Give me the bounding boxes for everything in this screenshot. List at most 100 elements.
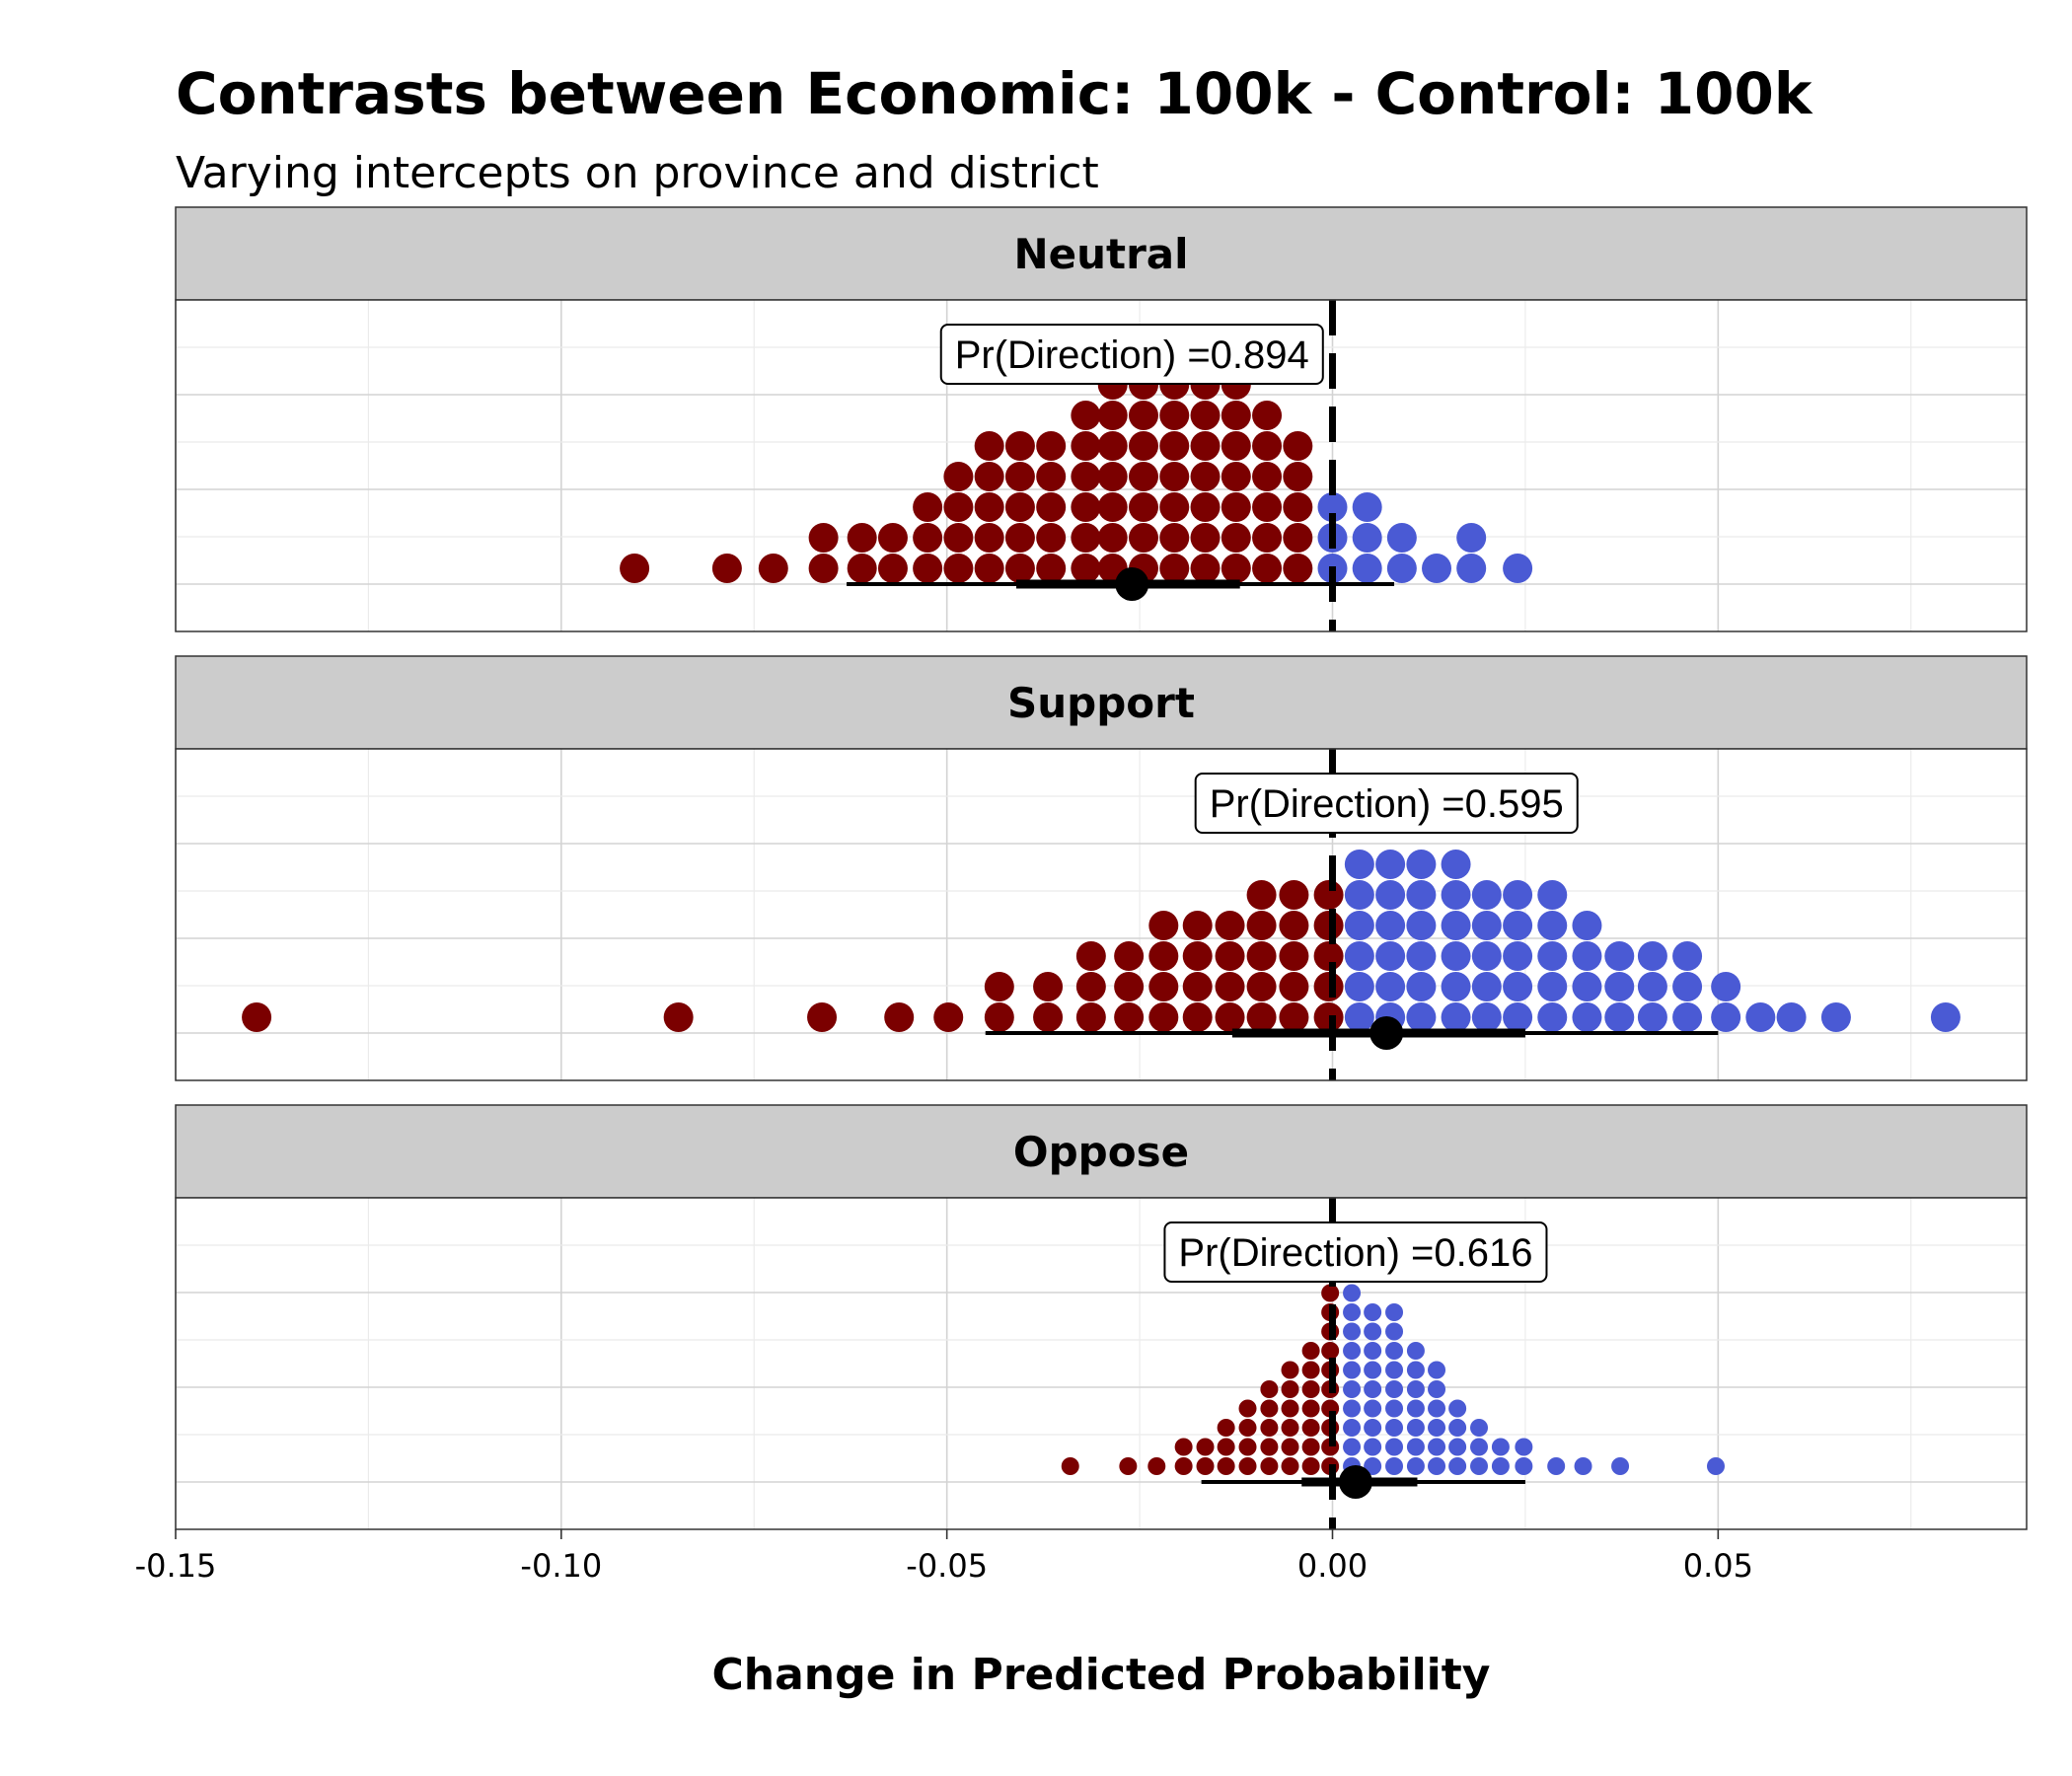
- draw-dot: [1283, 462, 1313, 491]
- draw-dot: [1537, 972, 1568, 1001]
- draw-dot: [1537, 1002, 1568, 1032]
- draw-dot: [1441, 941, 1471, 971]
- draw-dot: [1537, 941, 1568, 971]
- draw-dot: [1128, 492, 1158, 522]
- chart-subtitle: Varying intercepts on province and distr…: [176, 148, 1099, 198]
- draw-dot: [1375, 850, 1406, 879]
- draw-dot: [1406, 1419, 1425, 1437]
- draw-dot: [1515, 1457, 1533, 1475]
- draw-dot: [1471, 880, 1502, 910]
- draw-dot: [1190, 431, 1221, 461]
- point-estimate: [1115, 567, 1149, 601]
- draw-dot: [1281, 1361, 1299, 1379]
- draw-dot: [1386, 523, 1417, 553]
- draw-dot: [1128, 462, 1158, 491]
- facet-strip-label: Oppose: [1013, 1128, 1189, 1176]
- draw-dot: [884, 1002, 915, 1032]
- draw-dot: [1317, 492, 1348, 522]
- facet-panel-support: Support Pr(Direction) =0.595: [175, 655, 2028, 1081]
- draw-dot: [1364, 1419, 1382, 1437]
- draw-dot: [1344, 972, 1374, 1001]
- draw-dot: [1033, 972, 1064, 1001]
- draw-dot: [620, 554, 650, 583]
- draw-dot: [1637, 941, 1667, 971]
- draw-dot: [1252, 462, 1283, 491]
- draw-dot: [1572, 1002, 1602, 1032]
- draw-dot: [1406, 880, 1437, 910]
- draw-dot: [1147, 1457, 1166, 1475]
- draw-dot: [1344, 1002, 1374, 1032]
- draw-dot: [1301, 1438, 1320, 1456]
- draw-dot: [1182, 911, 1213, 940]
- draw-dot: [1061, 1457, 1079, 1475]
- draw-dot: [974, 492, 1004, 522]
- draw-dot: [1221, 401, 1251, 430]
- draw-dot: [1217, 1419, 1235, 1437]
- draw-dot: [1071, 554, 1101, 583]
- draw-dot: [1190, 523, 1221, 553]
- draw-dot: [984, 1002, 1014, 1032]
- draw-dot: [1471, 941, 1502, 971]
- draw-dot: [1406, 1380, 1425, 1398]
- draw-dot: [1503, 880, 1533, 910]
- draw-dot: [1344, 880, 1374, 910]
- draw-dot: [1572, 972, 1602, 1001]
- draw-dot: [1375, 972, 1406, 1001]
- draw-dot: [1221, 462, 1251, 491]
- panel-border: [175, 299, 2028, 632]
- facet-panel-neutral: Neutral Pr(Direction) =0.894: [175, 206, 2028, 632]
- draw-dot: [1503, 972, 1533, 1001]
- draw-dot: [1281, 1419, 1299, 1437]
- draw-dot: [1385, 1342, 1404, 1360]
- draw-dot: [1776, 1002, 1807, 1032]
- draw-dot: [1428, 1438, 1446, 1456]
- draw-dot: [1071, 401, 1101, 430]
- draw-dot: [1547, 1457, 1566, 1475]
- draw-dot: [1441, 911, 1471, 940]
- draw-dot: [1128, 431, 1158, 461]
- draw-dot: [1375, 941, 1406, 971]
- draw-dot: [1313, 941, 1344, 971]
- draw-dot: [1321, 1284, 1340, 1302]
- facet-panels: Neutral Pr(Direction) =0.894 Support Pr(Dir…: [175, 206, 2028, 1530]
- draw-dot: [1745, 1002, 1776, 1032]
- draw-dot: [1406, 1399, 1425, 1418]
- draw-dot: [1215, 972, 1245, 1001]
- facet-strip: [175, 206, 2028, 301]
- draw-dot: [1174, 1438, 1193, 1456]
- draw-dot: [1672, 1002, 1703, 1032]
- draw-dot: [1301, 1342, 1320, 1360]
- panel-background: [176, 1198, 2027, 1529]
- chart-title: Contrasts between Economic: 100k - Contr…: [176, 60, 1813, 127]
- draw-dot: [1283, 523, 1313, 553]
- draw-dot: [1260, 1438, 1279, 1456]
- draw-dot: [1470, 1419, 1489, 1437]
- draw-dot: [1283, 492, 1313, 522]
- annotation-text: Pr(Direction) =0.595: [1210, 782, 1564, 826]
- draw-dot: [1036, 431, 1067, 461]
- draw-dot: [1406, 1457, 1425, 1475]
- x-tick-label: -0.05: [906, 1547, 988, 1585]
- draw-dot: [1004, 431, 1035, 461]
- draw-dot: [1075, 972, 1106, 1001]
- draw-dot: [1352, 554, 1382, 583]
- annotation-box: [1163, 1221, 1548, 1283]
- draw-dot: [807, 1002, 838, 1032]
- draw-dot: [1281, 1399, 1299, 1418]
- draw-dot: [1071, 462, 1101, 491]
- draw-dot: [1491, 1438, 1510, 1456]
- draw-dot: [1574, 1457, 1592, 1475]
- draw-dot: [1313, 880, 1344, 910]
- draw-dot: [1190, 462, 1221, 491]
- draw-dot: [1385, 1380, 1404, 1398]
- facet-strip-label: Support: [1007, 679, 1195, 727]
- draw-dot: [1343, 1303, 1362, 1321]
- draw-dot: [1128, 523, 1158, 553]
- draw-dot: [1503, 1002, 1533, 1032]
- draw-dot: [1406, 941, 1437, 971]
- draw-dot: [1448, 1438, 1467, 1456]
- draw-dot: [1441, 972, 1471, 1001]
- draw-dot: [1004, 462, 1035, 491]
- draw-dot: [1711, 972, 1741, 1001]
